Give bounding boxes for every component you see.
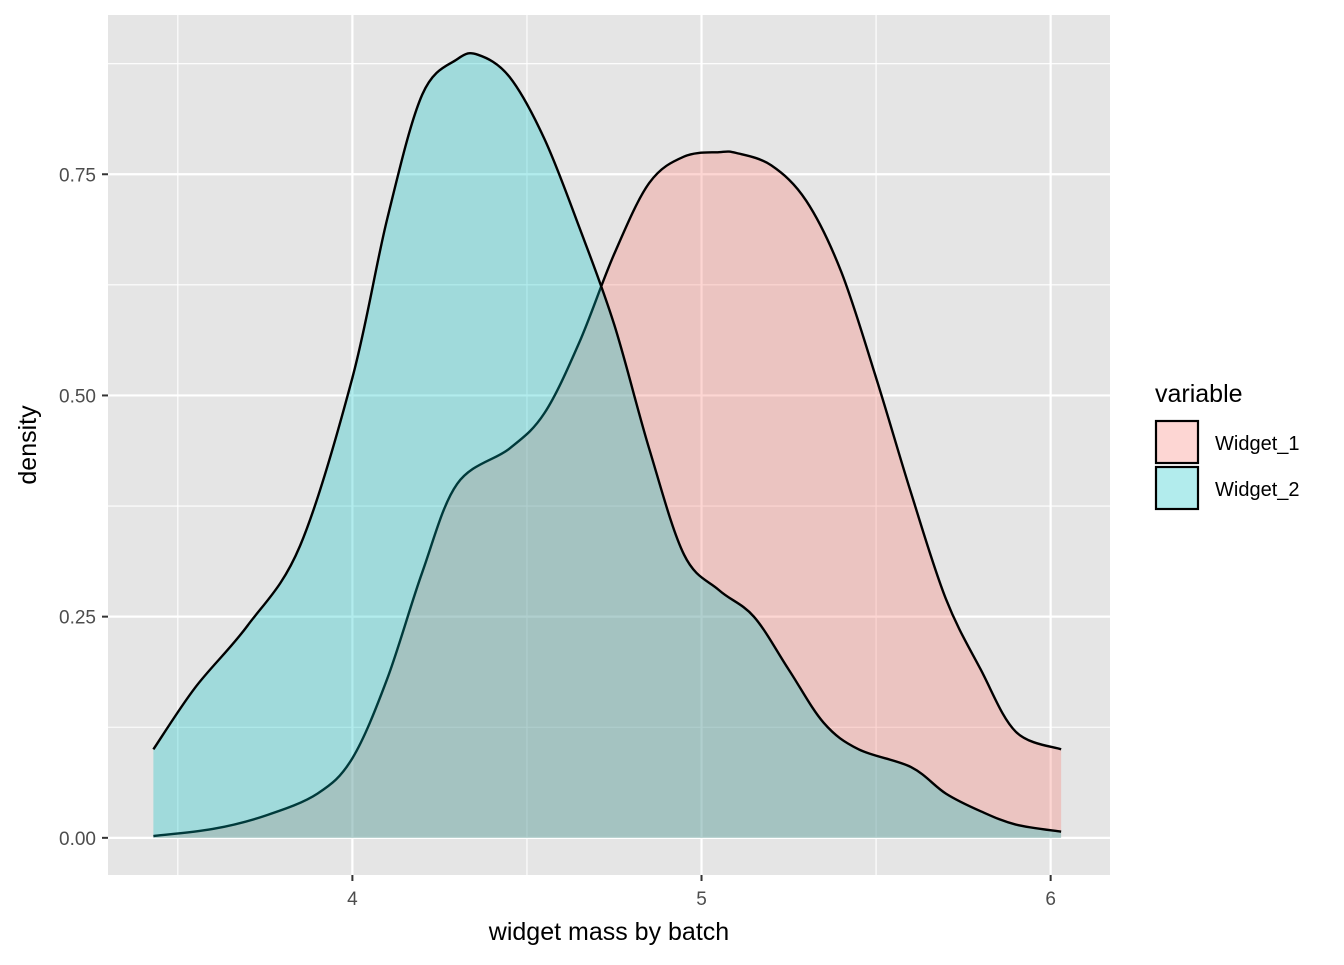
x-axis: 4 5 6 xyxy=(347,875,1056,910)
density-line-2 xyxy=(152,51,1062,833)
x-tick-label: 4 xyxy=(347,889,358,910)
legend-key-1 xyxy=(1154,419,1200,465)
density-area-1 xyxy=(153,151,1062,838)
series-layer xyxy=(152,51,1062,838)
density-line-1 xyxy=(153,150,1062,838)
x-tick-label: 6 xyxy=(1045,889,1056,910)
grid-major xyxy=(108,15,1110,875)
plot-panel xyxy=(108,15,1110,875)
y-tick-label: 0.25 xyxy=(59,608,96,629)
y-axis-title: density xyxy=(14,405,42,485)
legend-title: variable xyxy=(1155,380,1243,408)
legend-label-1: Widget_1 xyxy=(1215,433,1300,455)
x-axis-title: widget mass by batch xyxy=(488,918,729,946)
y-axis: 0.00 0.25 0.50 0.75 xyxy=(59,165,108,850)
legend-key-bg xyxy=(1156,467,1198,509)
y-tick-label: 0.75 xyxy=(59,165,96,186)
grid-minor xyxy=(108,15,1110,875)
y-tick-label: 0.00 xyxy=(59,829,96,850)
legend-key-2 xyxy=(1154,465,1200,511)
legend-label-2: Widget_2 xyxy=(1215,479,1300,501)
y-tick-label: 0.50 xyxy=(59,386,96,407)
legend: variable Widget_1 Widget_2 xyxy=(1154,380,1300,511)
legend-key-bg xyxy=(1156,421,1198,463)
x-tick-label: 5 xyxy=(696,889,707,910)
